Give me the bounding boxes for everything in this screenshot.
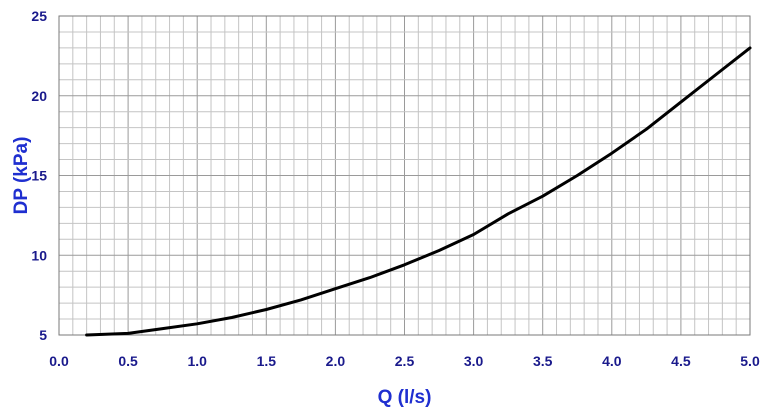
series-line bbox=[85, 46, 752, 337]
plot-frame bbox=[58, 15, 751, 336]
grid-lines bbox=[58, 15, 751, 336]
y-axis-label: DP (kPa) bbox=[11, 137, 32, 215]
y-tick-label: 15 bbox=[31, 168, 47, 184]
x-tick-label: 0.0 bbox=[49, 353, 69, 369]
x-tick-label: 4.5 bbox=[671, 353, 691, 369]
x-tick-label: 2.0 bbox=[326, 353, 346, 369]
x-axis-ticks: 0.0 0.5 1.0 1.5 2.0 2.5 3.0 3.5 4.0 4.5 5.0 bbox=[49, 353, 760, 369]
x-tick-label: 2.5 bbox=[395, 353, 415, 369]
y-tick-label: 25 bbox=[31, 8, 47, 24]
x-tick-label: 4.0 bbox=[602, 353, 622, 369]
x-axis-label: Q (l/s) bbox=[378, 387, 432, 408]
x-tick-label: 3.0 bbox=[464, 353, 484, 369]
y-tick-label: 20 bbox=[31, 88, 47, 104]
x-tick-label: 0.5 bbox=[118, 353, 138, 369]
x-tick-label: 1.5 bbox=[257, 353, 277, 369]
x-tick-label: 3.5 bbox=[533, 353, 553, 369]
x-tick-label: 5.0 bbox=[740, 353, 760, 369]
y-tick-label: 10 bbox=[31, 247, 47, 263]
y-tick-label: 5 bbox=[39, 327, 47, 343]
y-axis-ticks: 5 10 15 20 25 bbox=[31, 8, 47, 343]
x-tick-label: 1.0 bbox=[187, 353, 207, 369]
